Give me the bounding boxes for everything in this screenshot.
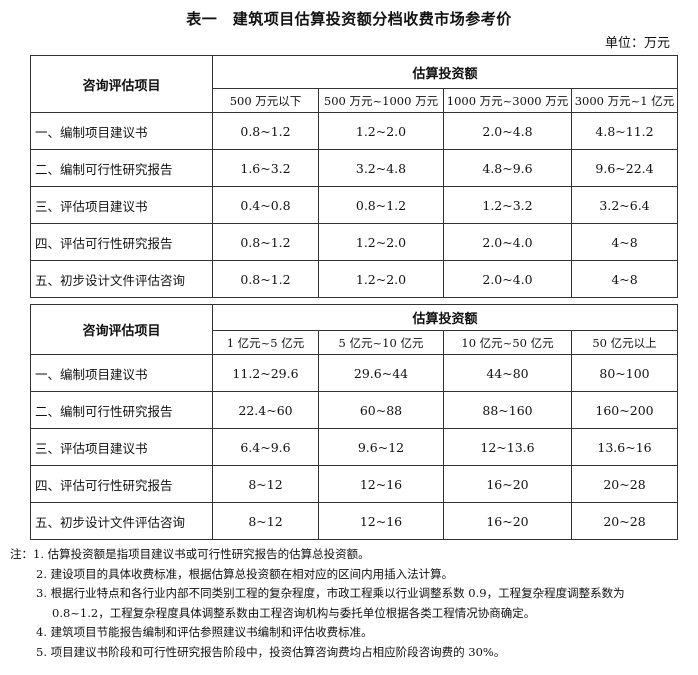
item-cell: 二、编制可行性研究报告 (30, 149, 213, 187)
table-row: 一、编制项目建议书 0.8~1.2 1.2~2.0 2.0~4.8 4.8~11.2 (30, 112, 679, 150)
value-cell: 4~8 (570, 223, 679, 261)
value-cell: 1.6~3.2 (212, 149, 319, 187)
note-4: 4. 建筑项目节能报告编制和评估参照建议书编制和评估收费标准。 (36, 625, 373, 639)
value-cell: 9.6~12 (318, 428, 444, 466)
unit-label: 单位：万元 (604, 36, 670, 51)
column-header: 500 万元以下 (212, 88, 319, 113)
value-cell: 8~12 (212, 502, 319, 540)
value-cell: 80~100 (570, 354, 679, 392)
column-header: 50 亿元以上 (570, 330, 679, 355)
item-cell: 四、评估可行性研究报告 (30, 465, 213, 503)
column-header: 3000 万元~1 亿元 (570, 88, 679, 113)
table-row: 一、编制项目建议书 11.2~29.6 29.6~44 44~80 80~100 (30, 354, 679, 392)
value-cell: 60~88 (318, 391, 444, 429)
item-cell: 三、评估项目建议书 (30, 186, 213, 224)
value-cell: 1.2~2.0 (318, 112, 444, 150)
value-cell: 3.2~4.8 (318, 149, 444, 187)
value-cell: 20~28 (570, 502, 679, 540)
item-cell: 一、编制项目建议书 (30, 354, 213, 392)
value-cell: 6.4~9.6 (212, 428, 319, 466)
value-cell: 4.8~9.6 (443, 149, 572, 187)
value-cell: 12~13.6 (443, 428, 572, 466)
item-cell: 四、评估可行性研究报告 (30, 223, 213, 261)
row-header: 咨询评估项目 (30, 304, 213, 355)
value-cell: 8~12 (212, 465, 319, 503)
item-cell: 一、编制项目建议书 (30, 112, 213, 150)
row-header: 咨询评估项目 (30, 55, 213, 113)
fee-table-1: 咨询评估项目 估算投资额 500 万元以下 500 万元~1000 万元 1000 万元… (30, 55, 679, 298)
column-header: 5 亿元~10 亿元 (318, 330, 444, 355)
value-cell: 0.8~1.2 (318, 186, 444, 224)
value-cell: 0.4~0.8 (212, 186, 319, 224)
value-cell: 22.4~60 (212, 391, 319, 429)
column-header: 500 万元~1000 万元 (318, 88, 444, 113)
table-row: 二、编制可行性研究报告 22.4~60 60~88 88~160 160~200 (30, 391, 679, 429)
item-cell: 五、初步设计文件评估咨询 (30, 260, 213, 298)
note-1: 注：1. 估算投资额是指项目建议书或可行性研究报告的估算总投资额。 (10, 547, 370, 561)
column-header: 1000 万元~3000 万元 (443, 88, 572, 113)
table-row: 三、评估项目建议书 6.4~9.6 9.6~12 12~13.6 13.6~16 (30, 428, 679, 466)
table-row: 三、评估项目建议书 0.4~0.8 0.8~1.2 1.2~3.2 3.2~6.4 (30, 186, 679, 224)
note-2: 2. 建设项目的具体收费标准，根据估算总投资额在相对应的区间内用插入法计算。 (36, 566, 454, 581)
table-row: 四、评估可行性研究报告 8~12 12~16 16~20 20~28 (30, 465, 679, 503)
value-cell: 12~16 (318, 465, 444, 503)
value-cell: 9.6~22.4 (570, 149, 679, 187)
group-header: 估算投资额 (211, 55, 679, 89)
value-cell: 13.6~16 (570, 428, 679, 466)
column-header: 1 亿元~5 亿元 (212, 330, 319, 355)
value-cell: 4~8 (570, 260, 679, 298)
table-title: 表一 建筑项目估算投资额分档收费市场参考价 (186, 10, 512, 28)
value-cell: 3.2~6.4 (570, 186, 679, 224)
value-cell: 16~20 (443, 502, 572, 540)
table-row: 二、编制可行性研究报告 1.6~3.2 3.2~4.8 4.8~9.6 9.6~22.4 (30, 149, 679, 187)
group-header: 估算投资额 (211, 304, 679, 331)
value-cell: 0.8~1.2 (212, 223, 319, 261)
value-cell: 1.2~2.0 (318, 260, 444, 298)
value-cell: 4.8~11.2 (570, 112, 679, 150)
value-cell: 2.0~4.8 (443, 112, 572, 150)
notes: 注：1. 估算投资额是指项目建议书或可行性研究报告的估算总投资额。 2. 建设项… (10, 545, 625, 662)
table-row: 五、初步设计文件评估咨询 0.8~1.2 1.2~2.0 2.0~4.0 4~8 (30, 260, 679, 298)
note-3: 3. 根据行业特点和各行业内部不同类别工程的复杂程度，市政工程乘以行业调整系数 … (36, 586, 625, 600)
note-5: 5. 项目建议书阶段和可行性研究报告阶段中，投资估算咨询费均占相应阶段咨询费的 … (36, 644, 506, 659)
note-3-continued: 0.8~1.2，工程复杂程度具体调整系数由工程咨询机构与委托单位根据各类工程情况… (52, 605, 536, 620)
table-row: 四、评估可行性研究报告 0.8~1.2 1.2~2.0 2.0~4.0 4~8 (30, 223, 679, 261)
column-header: 10 亿元~50 亿元 (443, 330, 572, 355)
value-cell: 2.0~4.0 (443, 260, 572, 298)
value-cell: 20~28 (570, 465, 679, 503)
value-cell: 44~80 (443, 354, 572, 392)
item-cell: 三、评估项目建议书 (30, 428, 213, 466)
value-cell: 12~16 (318, 502, 444, 540)
value-cell: 16~20 (443, 465, 572, 503)
table-row: 五、初步设计文件评估咨询 8~12 12~16 16~20 20~28 (30, 502, 679, 540)
value-cell: 2.0~4.0 (443, 223, 572, 261)
value-cell: 29.6~44 (318, 354, 444, 392)
value-cell: 88~160 (443, 391, 572, 429)
value-cell: 11.2~29.6 (212, 354, 319, 392)
column-header-row: 1 亿元~5 亿元 5 亿元~10 亿元 10 亿元~50 亿元 50 亿元以上 (31, 330, 679, 355)
value-cell: 160~200 (570, 391, 679, 429)
item-cell: 二、编制可行性研究报告 (30, 391, 213, 429)
value-cell: 1.2~3.2 (443, 186, 572, 224)
column-header-row: 500 万元以下 500 万元~1000 万元 1000 万元~3000 万元 300… (31, 88, 679, 113)
header-row: 咨询评估项目 估算投资额 (30, 55, 679, 113)
item-cell: 五、初步设计文件评估咨询 (30, 502, 213, 540)
fee-table-2: 咨询评估项目 估算投资额 1 亿元~5 亿元 5 亿元~10 亿元 10 亿元~50 亿… (30, 304, 679, 540)
header-row: 咨询评估项目 估算投资额 (30, 304, 679, 355)
value-cell: 0.8~1.2 (212, 112, 319, 150)
value-cell: 1.2~2.0 (318, 223, 444, 261)
value-cell: 0.8~1.2 (212, 260, 319, 298)
